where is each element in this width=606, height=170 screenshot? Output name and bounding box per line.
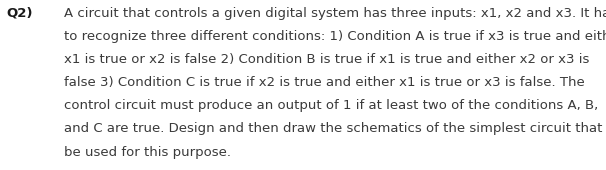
Text: be used for this purpose.: be used for this purpose. <box>64 146 231 158</box>
Text: and C are true. Design and then draw the schematics of the simplest circuit that: and C are true. Design and then draw the… <box>64 122 606 135</box>
Text: x1 is true or x2 is false 2) Condition B is true if x1 is true and either x2 or : x1 is true or x2 is false 2) Condition B… <box>64 53 589 66</box>
Text: control circuit must produce an output of 1 if at least two of the conditions A,: control circuit must produce an output o… <box>64 99 598 112</box>
Text: to recognize three different conditions: 1) Condition A is true if x3 is true an: to recognize three different conditions:… <box>64 30 606 43</box>
Text: false 3) Condition C is true if x2 is true and either x1 is true or x3 is false.: false 3) Condition C is true if x2 is tr… <box>64 76 584 89</box>
Text: A circuit that controls a given digital system has three inputs: x1, x2 and x3. : A circuit that controls a given digital … <box>64 7 606 20</box>
Text: Q2): Q2) <box>7 7 33 20</box>
